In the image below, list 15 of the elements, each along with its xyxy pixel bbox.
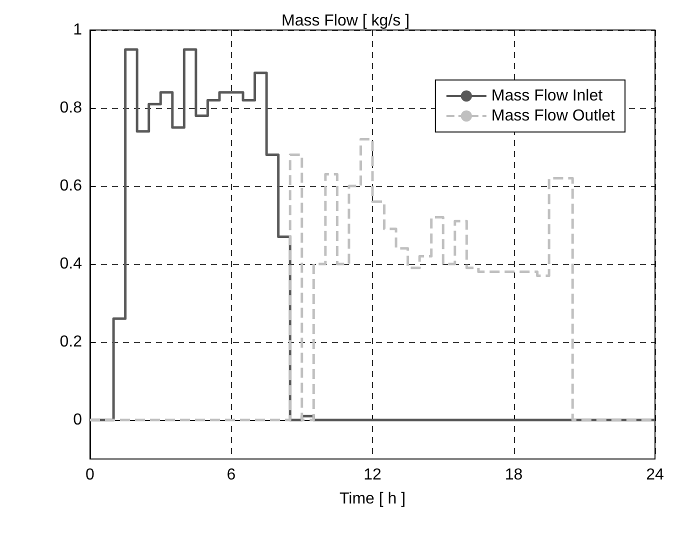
legend-label: Mass Flow Inlet	[491, 88, 604, 104]
x-axis-title: Time [ h ]	[339, 490, 406, 508]
y-tick-label: 1	[73, 22, 82, 38]
y-tick-label: 0.8	[60, 100, 82, 116]
legend-label: Mass Flow Outlet	[491, 108, 616, 124]
y-tick-label: 0.2	[60, 334, 82, 350]
chart-title: Mass Flow [ kg/s ]	[281, 12, 410, 30]
y-tick-label: 0.6	[60, 178, 82, 194]
y-tick-label: 0.4	[60, 256, 82, 272]
x-tick-label: 24	[646, 466, 664, 484]
x-tick-label: 12	[364, 466, 382, 484]
x-tick-label: 18	[504, 466, 523, 484]
x-tick-label: 0	[86, 466, 95, 484]
x-tick-label: 6	[226, 466, 236, 484]
y-tick-label: 0	[73, 412, 82, 428]
